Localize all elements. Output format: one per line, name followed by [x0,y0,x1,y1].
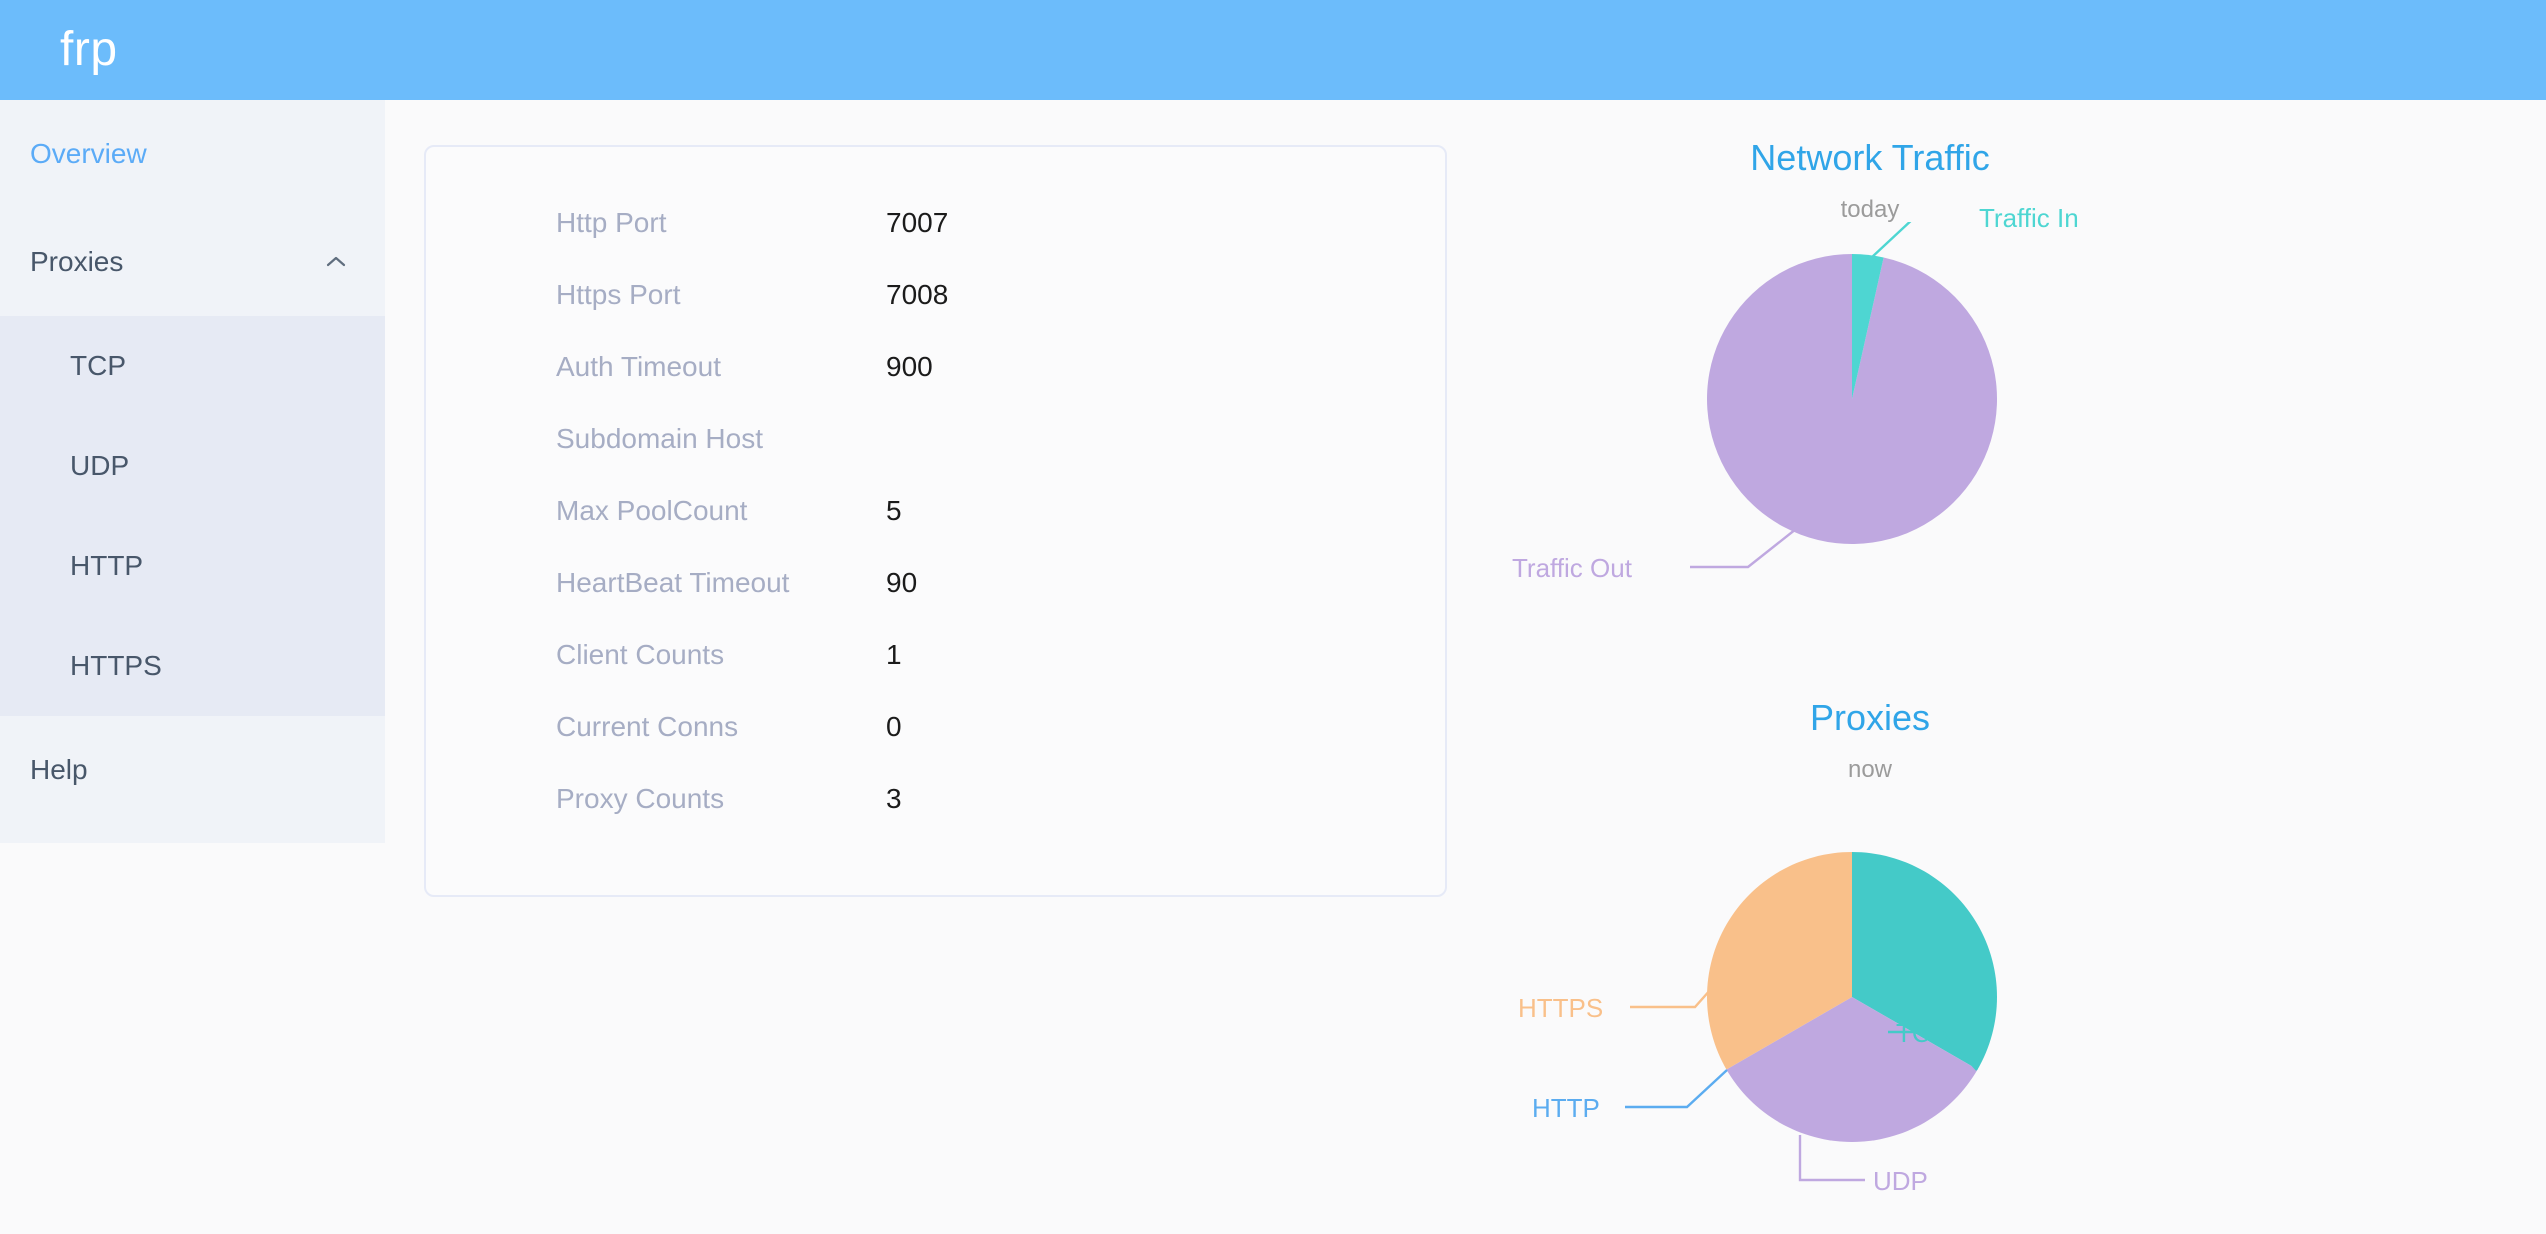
config-label: Subdomain Host [556,423,764,454]
sidebar-item-label: Overview [30,138,147,169]
sidebar-item-label: TCP [70,350,126,381]
leader-line-udp [1798,1135,1865,1182]
chevron-up-icon [323,249,349,275]
app-brand-logo: frp [60,23,118,76]
config-label: Http Port [556,207,667,238]
chart-subtitle: now [1847,756,1893,783]
leader-line-traffic-out [1690,528,1797,569]
sidebar-item-label: Proxies [30,246,124,277]
network-traffic-canvas: Traffic In Traffic Out [1490,205,2250,652]
config-row-proxy-counts: Proxy Counts 3 [556,783,1356,855]
sidebar-item-label: HTTP [70,550,144,581]
pie-label-traffic-in: Traffic In [1979,203,2079,233]
chart-title: Proxies [1809,697,1931,738]
config-label: Proxy Counts [556,783,725,814]
pie-slice-udp [1726,997,1978,1142]
proxies-pie-chart: Proxies now TCP UDP HTTPS HTTP [1490,700,2250,1234]
config-row-auth-timeout: Auth Timeout 900 [556,351,1356,423]
pie-label-http: HTTP [1532,1093,1600,1123]
config-value: 5 [886,495,902,526]
pie-label-udp: UDP [1873,1166,1928,1196]
app-header: frp [0,0,2546,100]
chart-title: Network Traffic [1750,137,1990,178]
chart-subtitle: today [1840,196,1900,223]
config-value: 90 [886,567,918,598]
pie-label-traffic-out: Traffic Out [1512,553,1632,583]
config-label: HeartBeat Timeout [556,567,790,598]
server-info-list: Http Port 7007 Https Port 7008 Auth Time… [556,207,1356,855]
config-label: Max PoolCount [556,495,748,526]
proxies-canvas: TCP UDP HTTPS HTTP [1490,782,2250,1212]
server-info-card: Http Port 7007 Https Port 7008 Auth Time… [424,145,1447,897]
sidebar-item-label: Help [30,754,88,785]
sidebar-item-help[interactable]: Help [0,716,385,824]
sidebar-item-proxies[interactable]: Proxies [0,208,385,316]
config-row-http-port: Http Port 7007 [556,207,1356,279]
leader-line-tcp [1888,1030,1978,1071]
config-value: 1 [886,639,902,670]
sidebar-item-udp[interactable]: UDP [0,416,385,516]
config-value: 7008 [886,279,949,310]
leader-line-https [1630,961,1736,1009]
sidebar-item-tcp[interactable]: TCP [0,316,385,416]
config-value: 3 [886,783,902,814]
config-value: 7007 [886,207,949,238]
config-row-client-counts: Client Counts 1 [556,639,1356,711]
sidebar-item-https[interactable]: HTTPS [0,616,385,716]
sidebar-item-overview[interactable]: Overview [0,100,385,208]
config-row-heartbeat-timeout: HeartBeat Timeout 90 [556,567,1356,639]
config-row-max-poolcount: Max PoolCount 5 [556,495,1356,567]
leader-line-traffic-in [1870,222,1912,259]
config-row-current-conns: Current Conns 0 [556,711,1356,783]
config-row-https-port: Https Port 7008 [556,279,1356,351]
config-value: 900 [886,351,933,382]
config-label: Client Counts [556,639,725,670]
sidebar-item-label: UDP [70,450,130,481]
pie-slice-traffic-out [1707,254,1998,544]
config-value: 0 [886,711,902,742]
config-row-subdomain-host: Subdomain Host [556,423,1356,495]
config-label: Current Conns [556,711,739,742]
pie-slice-traffic-in [1852,254,1884,399]
sidebar-submenu-proxies: TCP UDP HTTP HTTPS [0,316,385,716]
sidebar-nav: Overview Proxies TCP UDP HTTP HTTPS Help [0,100,385,843]
pie-slice-tcp [1852,852,1997,1070]
sidebar-item-http[interactable]: HTTP [0,516,385,616]
config-label: Auth Timeout [556,351,721,382]
pie-label-https: HTTPS [1518,993,1604,1023]
pie-slice-https [1707,852,1852,1070]
sidebar-item-label: HTTPS [70,650,162,681]
pie-label-tcp: TCP [1896,1018,1948,1048]
leader-line-http [1625,1069,1728,1109]
config-label: Https Port [556,279,681,310]
network-traffic-chart: Network Traffic today Traffic In Traffic… [1490,140,2250,670]
